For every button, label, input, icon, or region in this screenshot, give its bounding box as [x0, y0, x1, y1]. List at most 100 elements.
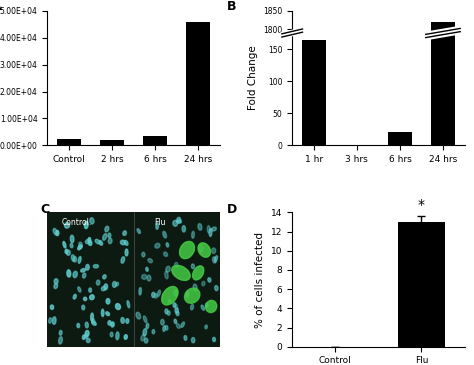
Bar	[398, 222, 445, 347]
Ellipse shape	[123, 231, 127, 235]
Ellipse shape	[152, 330, 155, 334]
Ellipse shape	[209, 228, 212, 237]
Ellipse shape	[182, 226, 185, 232]
Bar	[100, 140, 124, 145]
Ellipse shape	[143, 316, 147, 323]
Bar	[186, 22, 210, 145]
Ellipse shape	[147, 275, 151, 281]
Ellipse shape	[54, 283, 58, 289]
Ellipse shape	[142, 252, 145, 257]
Ellipse shape	[174, 290, 178, 296]
Text: B: B	[227, 0, 236, 13]
Ellipse shape	[90, 295, 94, 300]
Ellipse shape	[198, 243, 210, 257]
Ellipse shape	[120, 240, 126, 245]
Ellipse shape	[148, 258, 153, 263]
Ellipse shape	[103, 275, 106, 279]
Ellipse shape	[85, 239, 91, 244]
Text: Flu: Flu	[154, 218, 166, 227]
Ellipse shape	[136, 312, 141, 319]
Bar	[57, 139, 81, 145]
Ellipse shape	[54, 279, 58, 284]
Ellipse shape	[103, 234, 107, 240]
Ellipse shape	[165, 271, 168, 279]
Text: D: D	[227, 203, 237, 216]
Ellipse shape	[142, 274, 147, 279]
Ellipse shape	[108, 233, 111, 238]
Ellipse shape	[110, 332, 113, 337]
Text: Control.: Control.	[61, 218, 91, 227]
Ellipse shape	[202, 281, 205, 286]
Ellipse shape	[164, 252, 168, 257]
Y-axis label: Fold Change: Fold Change	[247, 46, 258, 111]
Ellipse shape	[91, 321, 96, 325]
Ellipse shape	[86, 338, 90, 343]
Ellipse shape	[67, 270, 71, 277]
Ellipse shape	[90, 218, 94, 224]
Ellipse shape	[70, 235, 74, 243]
Ellipse shape	[155, 293, 157, 298]
Ellipse shape	[172, 265, 190, 280]
Ellipse shape	[81, 269, 85, 272]
Ellipse shape	[175, 308, 178, 313]
Ellipse shape	[174, 319, 177, 324]
Ellipse shape	[157, 290, 161, 297]
Ellipse shape	[73, 271, 77, 278]
Ellipse shape	[121, 257, 125, 263]
Ellipse shape	[53, 317, 56, 324]
Ellipse shape	[79, 242, 82, 248]
Ellipse shape	[73, 256, 77, 262]
Ellipse shape	[186, 291, 189, 298]
Ellipse shape	[176, 311, 179, 316]
Ellipse shape	[198, 224, 202, 230]
Ellipse shape	[71, 255, 75, 261]
Ellipse shape	[139, 288, 141, 295]
Ellipse shape	[211, 227, 216, 231]
Ellipse shape	[85, 334, 88, 339]
Y-axis label: % of cells infected: % of cells infected	[255, 231, 265, 328]
Ellipse shape	[101, 309, 104, 316]
Ellipse shape	[192, 266, 204, 280]
Ellipse shape	[112, 281, 116, 287]
Ellipse shape	[146, 267, 148, 271]
Ellipse shape	[65, 249, 68, 254]
Ellipse shape	[161, 319, 164, 325]
Ellipse shape	[177, 217, 181, 223]
Ellipse shape	[91, 318, 95, 323]
Ellipse shape	[85, 322, 88, 328]
Ellipse shape	[93, 265, 99, 268]
Ellipse shape	[176, 324, 180, 328]
Bar	[431, 22, 455, 145]
Ellipse shape	[208, 278, 211, 282]
Ellipse shape	[106, 312, 109, 316]
Ellipse shape	[193, 284, 197, 291]
Ellipse shape	[64, 223, 70, 228]
Ellipse shape	[78, 287, 81, 292]
Ellipse shape	[143, 329, 146, 336]
Ellipse shape	[78, 257, 81, 263]
Ellipse shape	[173, 220, 178, 226]
Ellipse shape	[177, 220, 182, 223]
Ellipse shape	[85, 330, 89, 337]
Ellipse shape	[106, 299, 110, 304]
Ellipse shape	[125, 249, 128, 256]
Bar	[143, 136, 167, 145]
Ellipse shape	[127, 301, 130, 308]
Ellipse shape	[165, 326, 168, 330]
Ellipse shape	[126, 319, 129, 323]
Ellipse shape	[213, 337, 216, 342]
Ellipse shape	[67, 250, 70, 255]
Ellipse shape	[82, 335, 85, 339]
Ellipse shape	[99, 241, 102, 245]
Ellipse shape	[215, 285, 218, 291]
Ellipse shape	[116, 304, 120, 310]
Ellipse shape	[155, 243, 160, 248]
Ellipse shape	[175, 304, 178, 310]
Ellipse shape	[214, 255, 218, 262]
Text: A: A	[0, 0, 2, 13]
Ellipse shape	[104, 284, 108, 290]
Ellipse shape	[173, 303, 176, 307]
Ellipse shape	[211, 248, 216, 254]
Ellipse shape	[50, 305, 54, 310]
Ellipse shape	[191, 338, 195, 343]
